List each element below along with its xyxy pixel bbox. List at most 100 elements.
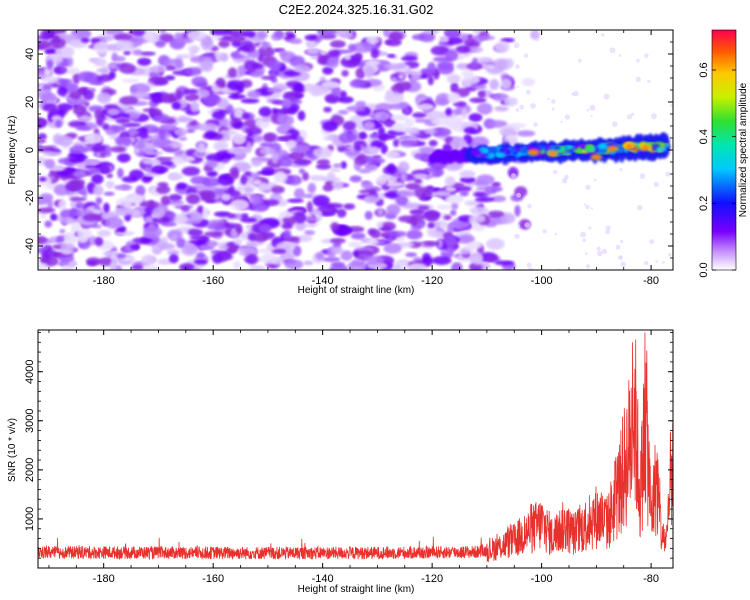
noise-blob <box>398 101 409 109</box>
noise-blob <box>179 263 195 270</box>
noise-blob <box>491 181 501 187</box>
noise-blob <box>80 37 90 43</box>
noise-blob <box>193 259 208 265</box>
noise-blob <box>233 260 241 269</box>
signal-core <box>574 148 582 153</box>
noise-blob <box>196 251 205 259</box>
noise-blob <box>274 108 293 114</box>
noise-speck <box>601 33 605 37</box>
noise-blob <box>90 37 101 44</box>
noise-speck <box>626 114 632 120</box>
noise-speck <box>644 260 649 266</box>
noise-blob <box>97 229 112 237</box>
noise-blob <box>189 50 196 58</box>
noise-blob <box>141 158 160 165</box>
noise-blob <box>256 170 275 175</box>
noise-blob <box>184 243 194 248</box>
noise-blob <box>174 213 189 225</box>
colorbar-tick-label: 0.6 <box>698 62 710 77</box>
noise-blob <box>289 38 303 45</box>
noise-blob <box>261 41 268 51</box>
noise-blob <box>99 152 106 157</box>
snr-y-label: SNR (10 * v/v) <box>7 418 18 482</box>
noise-blob <box>69 90 82 100</box>
spectrogram-x-ticks: -180 -160 -140 -120 -100 -80 <box>48 30 659 287</box>
x-tick-label: -180 <box>93 573 115 585</box>
noise-blob <box>471 57 479 70</box>
noise-blob <box>241 43 256 53</box>
noise-blob <box>50 213 57 221</box>
noise-blob <box>304 230 316 236</box>
noise-blob <box>521 78 536 87</box>
y-tick-label: 0 <box>24 147 36 153</box>
noise-blob <box>281 223 293 230</box>
noise-blob <box>439 221 447 230</box>
noise-speck <box>644 53 649 58</box>
noise-blob <box>347 241 363 248</box>
noise-speck <box>536 38 540 42</box>
noise-blob <box>469 84 487 89</box>
noise-blob <box>178 136 188 141</box>
noise-speck <box>526 262 532 268</box>
noise-blob <box>395 81 412 91</box>
noise-blob <box>44 48 57 54</box>
noise-blob <box>404 183 421 191</box>
noise-blob <box>38 207 56 214</box>
noise-blob <box>302 193 314 198</box>
noise-blob <box>341 69 349 77</box>
noise-blob <box>141 175 152 184</box>
noise-blob <box>85 159 99 165</box>
noise-speck <box>552 169 558 175</box>
noise-blob <box>185 156 196 162</box>
noise-blob <box>459 176 476 184</box>
noise-blob <box>116 153 131 163</box>
noise-blob <box>383 30 390 38</box>
noise-blob <box>495 260 515 266</box>
noise-blob <box>475 57 493 63</box>
noise-blob <box>130 83 151 95</box>
noise-blob <box>69 197 87 202</box>
noise-blob <box>121 122 142 128</box>
noise-blob <box>130 194 144 204</box>
noise-blob <box>499 125 517 137</box>
noise-blob <box>349 175 362 183</box>
noise-blob <box>42 151 62 157</box>
noise-blob <box>337 109 349 115</box>
noise-blob <box>135 185 146 197</box>
x-tick-label: -80 <box>643 573 659 585</box>
noise-blob <box>69 178 86 187</box>
noise-blob <box>268 60 282 71</box>
noise-blob <box>109 260 117 270</box>
noise-blob <box>411 34 426 41</box>
noise-blob <box>38 118 48 125</box>
noise-blob <box>330 167 341 172</box>
noise-speck <box>635 58 640 63</box>
noise-blob <box>492 93 509 102</box>
noise-speck <box>542 229 547 234</box>
noise-blob <box>185 128 195 134</box>
noise-blob <box>278 211 294 219</box>
noise-blob <box>402 202 423 210</box>
noise-blob <box>435 93 451 105</box>
noise-blob <box>423 241 440 247</box>
noise-blob <box>259 147 276 156</box>
noise-blob <box>352 250 360 257</box>
noise-blob <box>153 113 170 123</box>
noise-blob <box>358 189 375 194</box>
noise-blob <box>336 208 347 218</box>
noise-blob <box>315 251 325 261</box>
noise-blob <box>475 35 496 41</box>
noise-blob <box>218 244 230 251</box>
noise-speck <box>510 173 517 179</box>
noise-blob <box>148 76 168 83</box>
noise-blob <box>77 71 95 82</box>
x-tick-label: -140 <box>312 573 334 585</box>
noise-blob <box>431 118 452 126</box>
signal-core <box>517 152 527 156</box>
noise-blob <box>58 34 79 40</box>
noise-blob <box>217 173 234 186</box>
noise-blob <box>173 32 184 40</box>
noise-blob <box>259 183 270 191</box>
noise-blob <box>213 141 229 151</box>
noise-blob <box>258 106 272 117</box>
